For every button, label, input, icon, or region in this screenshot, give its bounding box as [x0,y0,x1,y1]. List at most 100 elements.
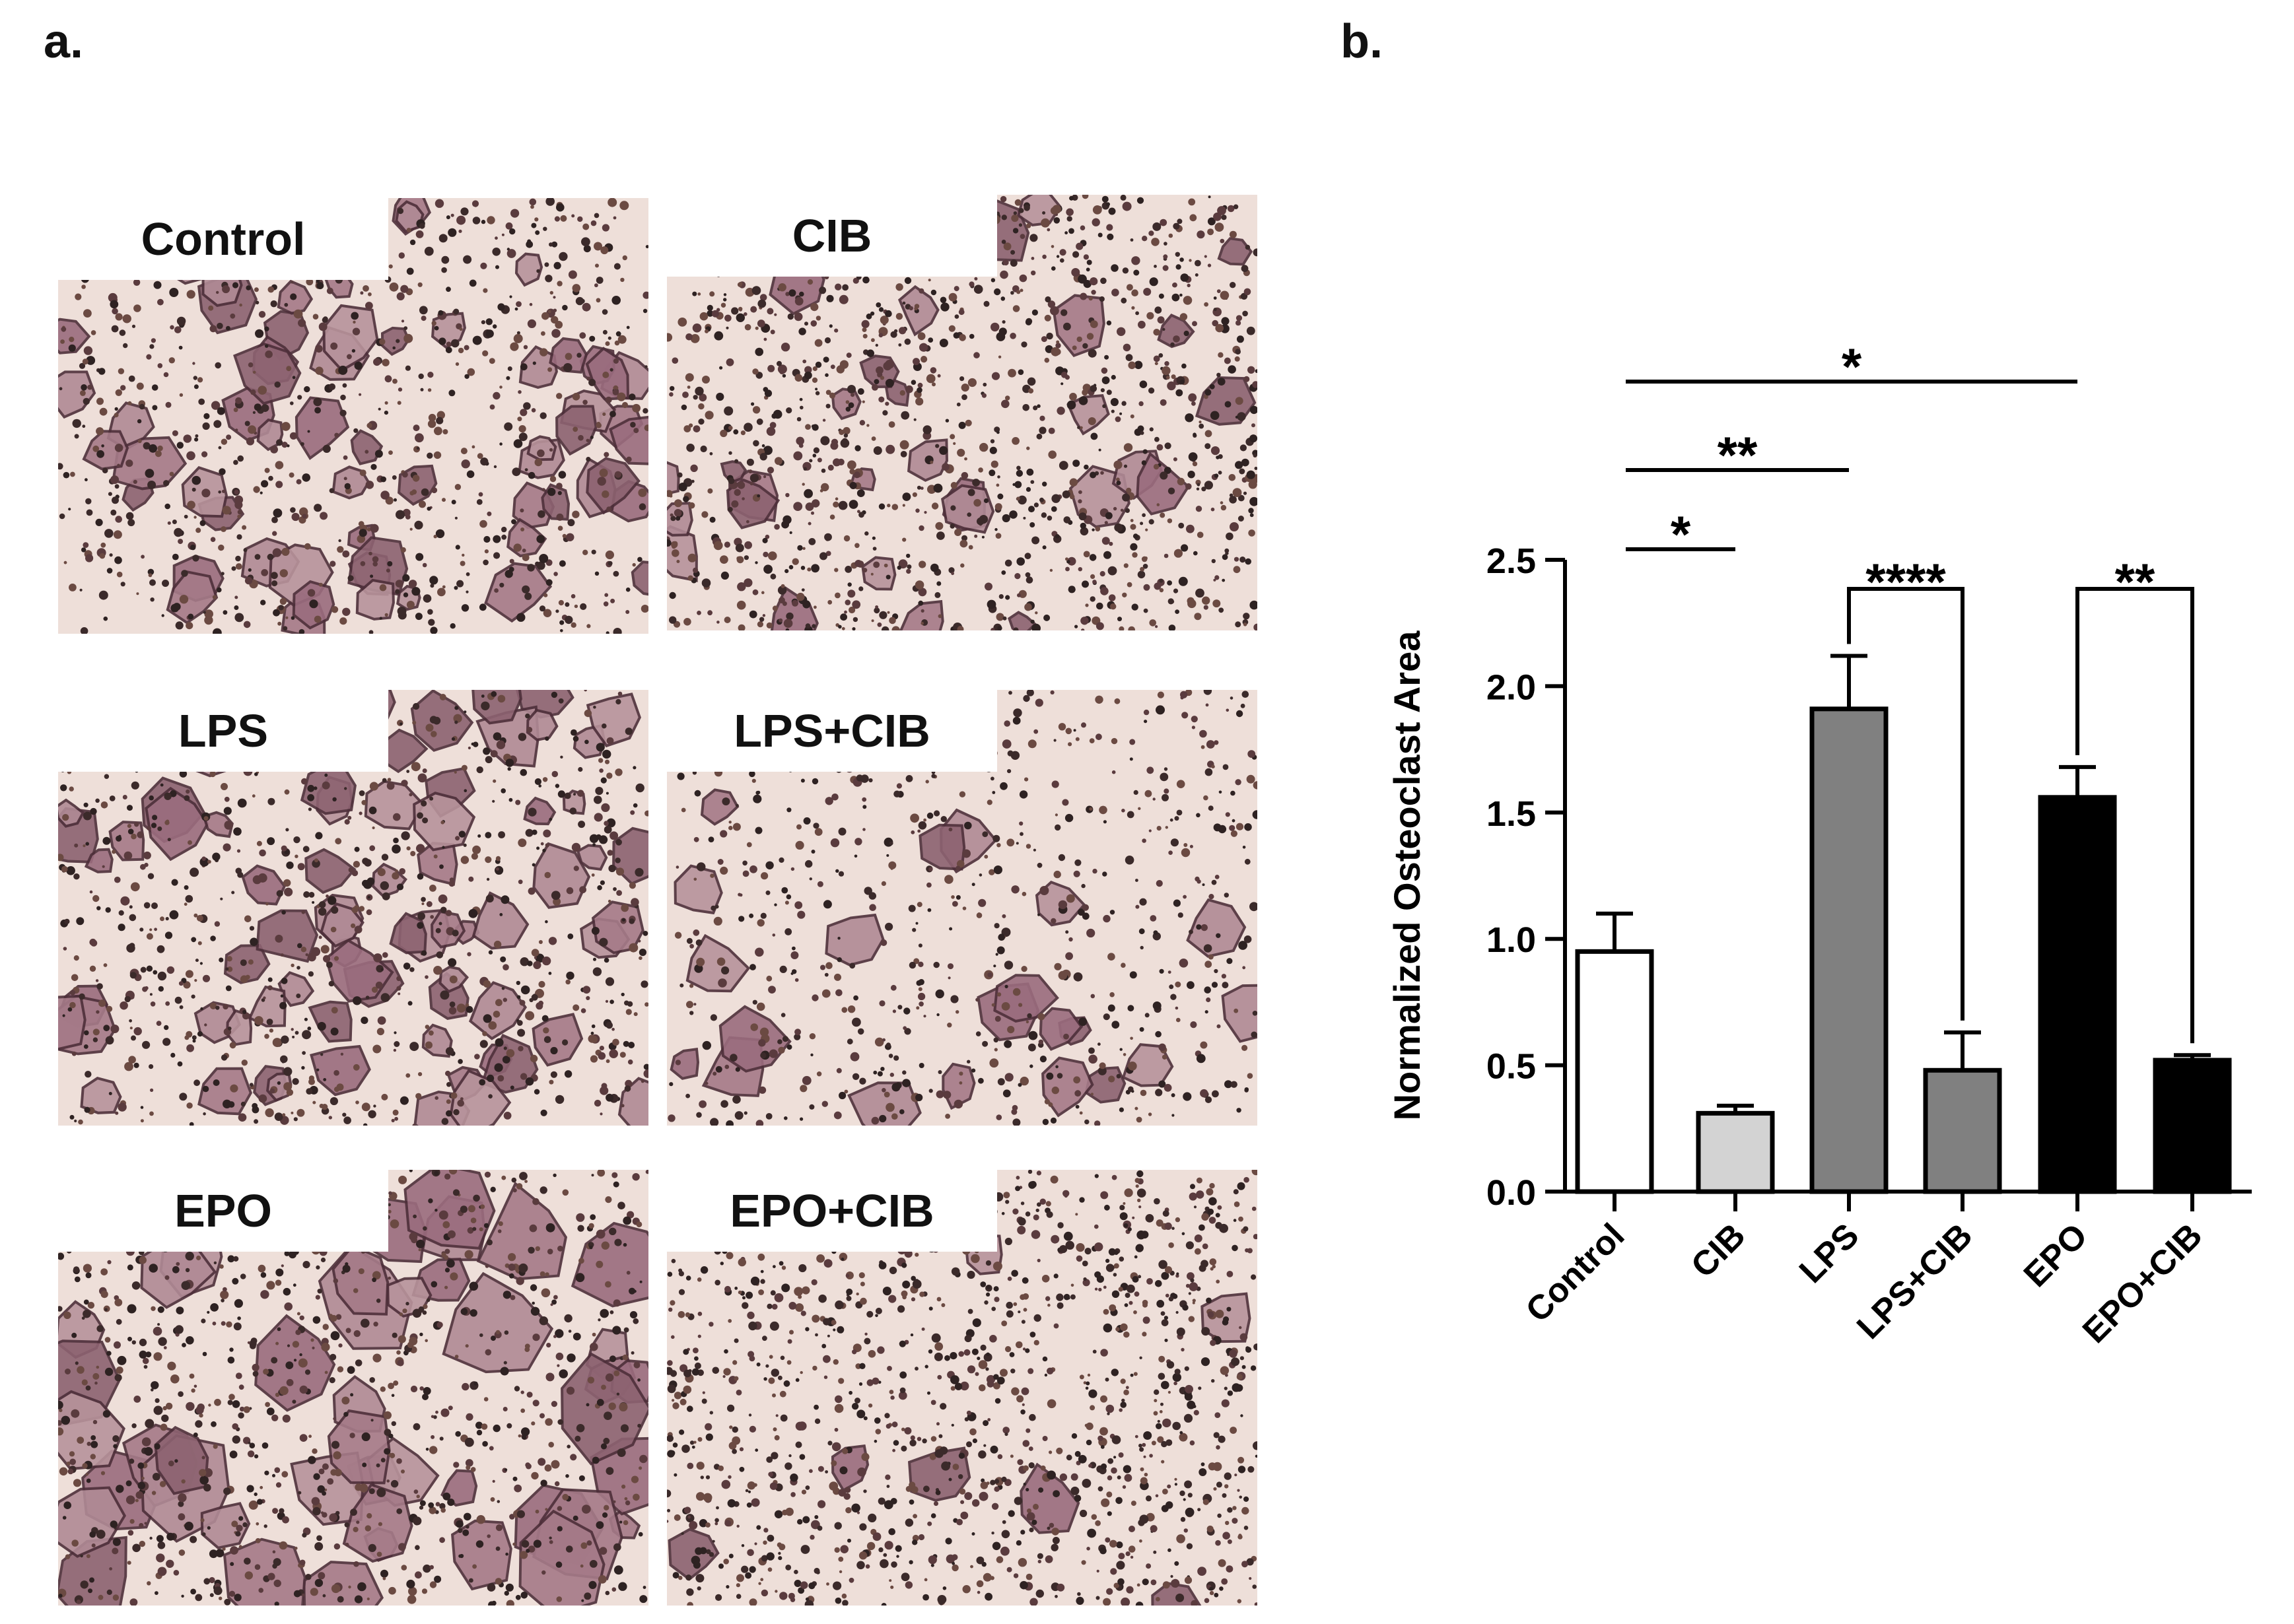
cell-dot [1051,245,1055,248]
cell-dot [575,1273,585,1283]
cell-dot [104,774,110,779]
cell-dot [501,895,510,904]
cell-dot [854,838,862,846]
cell-dot [462,1382,469,1391]
cell-dot [553,261,561,269]
cell-dot [852,617,858,623]
cell-dot [996,332,1006,341]
cell-dot [1018,369,1024,375]
cell-dot [720,302,726,308]
cell-dot [783,619,793,628]
cell-dot [235,555,241,562]
cell-dot [685,333,693,341]
cell-dot [737,582,746,592]
cell-dot [1136,1116,1142,1123]
cell-dot [416,1495,420,1499]
cell-dot [311,1497,320,1506]
cell-dot [1142,449,1148,454]
cell-dot [458,1528,463,1534]
cell-dot [440,906,447,914]
cell-dot [164,1275,170,1280]
cell-dot [335,838,342,845]
cell-dot [69,584,77,592]
cell-dot [320,1511,324,1514]
cell-dot [485,1349,492,1356]
cell-dot [582,399,588,405]
cell-dot [259,849,266,857]
cell-dot [368,1110,376,1118]
cell-dot [365,302,373,310]
cell-dot [608,198,617,207]
cell-dot [748,469,753,474]
cell-dot [417,912,425,920]
cell-dot [674,931,682,939]
cell-dot [811,564,819,573]
cell-dot [398,252,405,259]
cell-dot [449,975,458,984]
cell-dot [1089,554,1097,561]
cell-dot [765,534,770,539]
cell-dot [503,1291,512,1299]
cell-dot [280,953,284,957]
cell-dot [125,459,133,467]
cell-dot [1148,829,1152,832]
cell-dot [133,304,141,312]
cell-dot [886,574,891,580]
cell-dot [58,1252,65,1260]
osteoclast-blob [1217,237,1253,266]
cell-dot [80,627,88,634]
cell-dot [283,879,291,887]
osteoclast-blob [310,1044,371,1097]
cell-dot [442,429,448,434]
cell-dot [702,376,710,384]
cell-dot [260,1485,263,1489]
cell-dot [1074,625,1078,628]
cell-dot [919,1063,924,1068]
cell-dot [571,842,581,852]
cell-dot [114,556,122,564]
cell-dot [738,281,743,286]
cell-dot [1039,497,1044,502]
cell-dot [949,927,953,931]
cell-dot [106,1351,112,1356]
cell-dot [316,1068,320,1071]
cell-dot [248,568,252,572]
cell-dot [1213,308,1217,312]
cell-dot [252,1363,260,1372]
cell-dot [208,305,214,311]
cell-dot [343,1411,349,1417]
cell-dot [696,1112,702,1118]
cell-dot [392,1109,399,1116]
cell-dot [763,564,773,574]
cell-dot [1121,401,1127,406]
cell-dot [723,298,727,302]
cell-dot [248,362,254,368]
cell-dot [1111,264,1119,272]
cell-dot [448,228,457,237]
cell-dot [434,1575,442,1583]
cell-dot [258,873,267,883]
cell-dot [306,1088,313,1095]
cell-dot [1138,807,1141,810]
cell-dot [1035,611,1038,615]
cell-dot [184,885,189,890]
cell-dot [292,1078,299,1085]
cell-dot [201,1532,206,1536]
cell-dot [606,772,613,779]
cell-dot [202,422,210,430]
cell-dot [1228,474,1236,481]
cell-dot [379,617,382,620]
cell-dot [279,1541,288,1550]
cell-dot [1229,825,1235,831]
cell-dot [454,720,458,724]
cell-dot [430,915,434,919]
cell-dot [431,1435,435,1439]
cell-dot [1020,1076,1029,1086]
cell-dot [1222,554,1228,560]
cell-dot [795,840,804,850]
cell-dot [334,1468,342,1477]
cell-dot [777,360,782,366]
cell-dot [997,475,1000,479]
cell-dot [389,282,399,292]
cell-dot [1053,870,1061,879]
